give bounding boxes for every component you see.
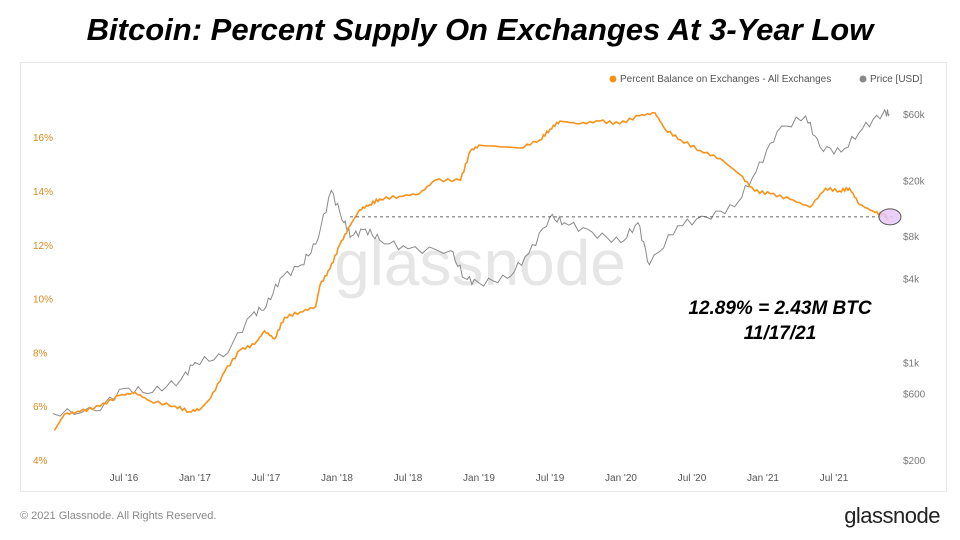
x-tick-label: Jan '21 (747, 473, 779, 484)
price-line (52, 108, 890, 417)
annotation-date: 11/17/21 (743, 323, 817, 344)
glassnode-logo: glassnode (844, 503, 940, 528)
chart-frame (20, 62, 947, 492)
x-tick-label: Jan '17 (179, 473, 211, 484)
y-left-tick-label: 10% (33, 295, 53, 306)
x-tick-label: Jan '19 (463, 473, 495, 484)
y-right-tick-label: $20k (903, 177, 926, 188)
y-left-tick-label: 6% (33, 402, 48, 413)
percent-balance-line (53, 111, 889, 431)
y-left-tick-label: 12% (33, 241, 53, 252)
x-tick-label: Jan '18 (321, 473, 353, 484)
legend-swatch-price (859, 75, 867, 83)
y-right-tick-label: $4k (903, 274, 920, 285)
y-left-tick-label: 8% (33, 348, 48, 359)
annotation: 12.89% = 2.43M BTC 11/17/21 (660, 296, 900, 346)
y-right-tick-label: $8k (903, 232, 920, 243)
y-left-tick-label: 4% (33, 456, 48, 467)
legend: Percent Balance on Exchanges - All Excha… (609, 74, 922, 85)
y-left-tick-label: 16% (33, 133, 53, 144)
y-right-tick-label: $600 (903, 389, 926, 400)
x-tick-label: Jan '20 (605, 473, 637, 484)
x-tick-label: Jul '20 (678, 473, 707, 484)
x-tick-label: Jul '17 (252, 473, 281, 484)
copyright: © 2021 Glassnode. All Rights Reserved. (20, 510, 217, 522)
watermark: glassnode (334, 227, 626, 299)
y-right-tick-label: $60k (903, 110, 926, 121)
legend-swatch-percent (609, 75, 617, 83)
x-tick-label: Jul '21 (820, 473, 849, 484)
annotation-value: 12.89% = 2.43M BTC (688, 298, 872, 319)
x-tick-label: Jul '19 (536, 473, 565, 484)
x-tick-label: Jul '18 (394, 473, 423, 484)
y-right-tick-label: $200 (903, 456, 926, 467)
legend-label-percent: Percent Balance on Exchanges - All Excha… (620, 74, 831, 85)
page-title: Bitcoin: Percent Supply On Exchanges At … (86, 12, 874, 47)
y-left-tick-label: 14% (33, 187, 53, 198)
x-tick-label: Jul '16 (110, 473, 139, 484)
legend-label-price: Price [USD] (870, 74, 922, 85)
highlight-circle (878, 208, 902, 226)
y-right-tick-label: $1k (903, 358, 920, 369)
